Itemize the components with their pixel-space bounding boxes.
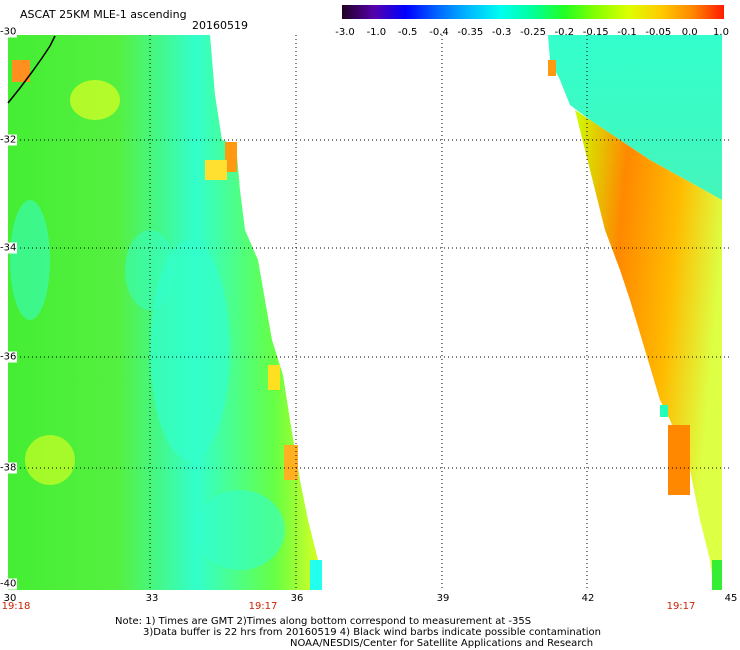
- lat-label: -40: [0, 578, 18, 590]
- right-swath-hotspot: [548, 60, 556, 76]
- colorbar-tick-label: -1.0: [366, 27, 387, 38]
- lon-label: 45: [724, 593, 738, 604]
- time-label: 19:18: [1, 601, 31, 612]
- right-swath: [575, 110, 722, 590]
- coastline: [7, 35, 56, 104]
- right-swath-cyan: [660, 405, 668, 417]
- colorbar-tick-label: -0.15: [582, 27, 609, 38]
- left-swath-cyan: [195, 490, 285, 570]
- lat-label: -30: [0, 26, 18, 38]
- left-swath-hotspot: [12, 60, 30, 82]
- right-swath-hotspot: [668, 425, 690, 495]
- time-label: 19:17: [248, 601, 278, 612]
- lat-label: -38: [0, 462, 18, 474]
- lon-label: 30: [3, 593, 17, 604]
- colorbar-tick-label: -0.05: [645, 27, 672, 38]
- product-date: 20160519: [192, 19, 248, 32]
- left-swath-hotspot: [284, 445, 298, 480]
- colorbar-tick-label: -0.4: [429, 27, 449, 38]
- lat-label: -36: [0, 351, 18, 363]
- left-swath-cyan: [10, 200, 50, 320]
- colorbar: [342, 5, 724, 19]
- product-title: ASCAT 25KM MLE-1 ascending: [20, 8, 187, 21]
- colorbar-tick-label: -0.25: [520, 27, 546, 38]
- left-swath-hotspot: [225, 142, 237, 172]
- right-swath-cyan: [712, 560, 722, 590]
- left-swath-cyan: [150, 240, 230, 460]
- left-swath-cyan: [125, 230, 175, 310]
- lon-label: 39: [436, 593, 450, 604]
- colorbar-tick-label: -0.5: [397, 27, 418, 38]
- colorbar-tick-label: -0.2: [554, 27, 575, 38]
- lon-label: 42: [581, 593, 595, 604]
- colorbar-tick-label: 1.0: [713, 27, 729, 38]
- colorbar-tick-label: -0.1: [617, 27, 637, 38]
- note-line-3: NOAA/NESDIS/Center for Satellite Applica…: [290, 638, 594, 649]
- colorbar-tick-label: -3.0: [335, 27, 355, 38]
- note-line-2: 3)Data buffer is 22 hrs from 20160519 4)…: [143, 627, 601, 638]
- lat-label: -34: [0, 242, 18, 254]
- right-swath-top: [548, 35, 722, 200]
- colorbar-tick-label: 0.0: [681, 27, 698, 38]
- colorbar-tick-label: -0.3: [491, 27, 512, 38]
- lon-label: 36: [290, 593, 304, 604]
- left-swath-hotspot: [205, 160, 227, 180]
- left-swath-yellow: [25, 435, 75, 485]
- lat-label: -32: [0, 134, 18, 146]
- grid-lines: [8, 35, 730, 590]
- note-line-1: Note: 1) Times are GMT 2)Times along bot…: [115, 616, 532, 627]
- time-label: 19:17: [666, 601, 696, 612]
- left-swath-yellow: [70, 80, 120, 120]
- lon-label: 33: [145, 593, 159, 604]
- colorbar-tick-label: -0.35: [457, 27, 484, 38]
- left-swath-hotspot: [268, 365, 280, 390]
- left-swath-hotspot: [310, 560, 322, 590]
